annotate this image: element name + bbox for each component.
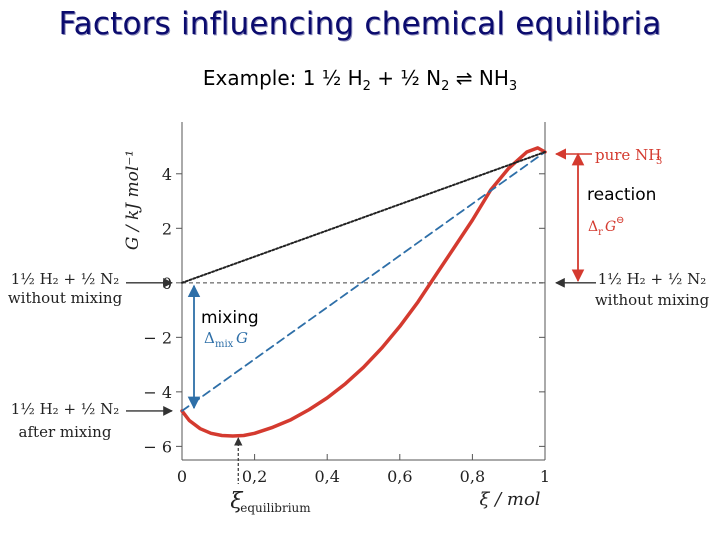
delta-mix-label: Δ bbox=[204, 329, 215, 347]
x-axis-label: ξ / mol bbox=[479, 489, 540, 510]
left-after-mixing-line2: after mixing bbox=[19, 423, 112, 441]
no-mixing-line bbox=[181, 151, 546, 284]
left-without-mixing-line1: 1½ H₂ + ½ N₂ bbox=[11, 270, 120, 288]
coef-h2: ½ bbox=[321, 66, 342, 90]
x-tick-label: 0 bbox=[177, 467, 187, 486]
sub-nh3: 3 bbox=[508, 79, 518, 94]
y-tick-label: 2 bbox=[162, 219, 172, 238]
coef-n2: ½ bbox=[400, 66, 420, 90]
species-h: H bbox=[347, 66, 363, 90]
mixing-annotation: mixing bbox=[201, 308, 259, 328]
right-without-mixing-line2: without mixing bbox=[595, 291, 710, 309]
x-tick-label: 0,8 bbox=[460, 467, 485, 486]
y-tick-label: − 2 bbox=[143, 328, 172, 347]
delta-r-label: Δ bbox=[588, 219, 598, 235]
species-nh: NH bbox=[478, 66, 509, 90]
y-axis-label: G / kJ mol⁻¹ bbox=[123, 150, 143, 250]
pure-nh3-label: pure NH bbox=[595, 146, 661, 164]
reaction-equation: Example: 1 ½ H2 + ½ N2 ⇌ NH3 bbox=[0, 66, 720, 94]
mixing-line bbox=[181, 151, 546, 412]
x-tick-label: 0,4 bbox=[314, 467, 339, 486]
right-without-mixing-line1: 1½ H₂ + ½ N₂ bbox=[598, 270, 707, 288]
y-tick-label: − 6 bbox=[143, 437, 172, 456]
sub-h2: 2 bbox=[362, 79, 371, 94]
x-tick-label: 0,6 bbox=[387, 467, 412, 486]
y-tick-label: 4 bbox=[162, 165, 172, 184]
delta-mix-sub: mix bbox=[215, 339, 234, 350]
pure-nh3-sub: 3 bbox=[656, 156, 662, 167]
delta-r-sub: r bbox=[598, 227, 603, 238]
equilibrium-arrow: ⇌ bbox=[455, 66, 473, 90]
reaction-annotation: reaction bbox=[587, 185, 657, 205]
sub-n2: 2 bbox=[441, 79, 450, 94]
left-after-mixing-line1: 1½ H₂ + ½ N₂ bbox=[11, 400, 120, 418]
x-tick-label: 1 bbox=[540, 467, 550, 486]
delta-r-sup: ⊖ bbox=[616, 215, 624, 226]
left-without-mixing-line2: without mixing bbox=[8, 289, 123, 307]
plus-sign: + bbox=[377, 66, 395, 90]
equilibrium-sub-label: equilibrium bbox=[240, 501, 311, 515]
equation-prefix: Example: 1 bbox=[202, 66, 316, 90]
y-tick-label: − 4 bbox=[143, 383, 172, 402]
delta-mix-tail: G bbox=[236, 329, 248, 347]
x-tick-label: 0,2 bbox=[242, 467, 267, 486]
delta-r-tail: G bbox=[605, 219, 616, 235]
page-title: Factors influencing chemical equilibria bbox=[58, 6, 662, 42]
species-n: N bbox=[426, 66, 442, 90]
equilibrium-xi-label: ξ bbox=[230, 489, 244, 514]
